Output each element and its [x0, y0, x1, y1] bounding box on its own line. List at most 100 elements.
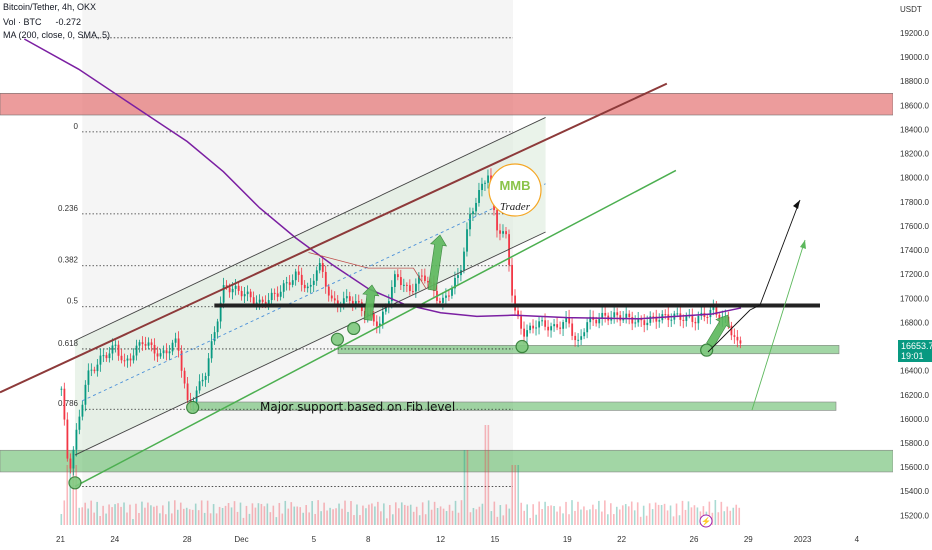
volume-bar	[514, 465, 517, 525]
volume-bar	[660, 505, 663, 525]
volume-bar	[708, 501, 711, 525]
zone-red	[0, 92, 893, 116]
candle-body	[75, 429, 78, 450]
volume-bar	[248, 513, 251, 525]
zone-green	[0, 449, 893, 473]
volume-bar	[726, 506, 729, 525]
volume-bar	[610, 503, 612, 525]
volume-bar	[639, 516, 642, 525]
candle-body	[571, 323, 574, 336]
volume-bar	[669, 505, 672, 525]
candle-body	[345, 296, 348, 299]
candle-body	[150, 342, 153, 345]
fib-label: 0.382	[58, 256, 79, 265]
candle-body	[583, 332, 586, 337]
legend-symbol: Bitcoin/Tether, 4h, OKX	[3, 2, 96, 12]
volume-bar	[311, 501, 313, 525]
volume-bar	[117, 503, 119, 525]
candle-body	[589, 316, 592, 323]
volume-bar	[454, 500, 457, 525]
volume-bar	[436, 507, 439, 525]
volume-bar	[218, 506, 221, 525]
volume-bar	[105, 513, 107, 525]
x-tick-label: 2023	[794, 535, 812, 544]
y-axis-unit: USDT	[900, 5, 922, 14]
volume-bar	[457, 512, 460, 525]
volume-bar	[353, 515, 355, 525]
candle-body	[378, 323, 381, 327]
volume-bar	[571, 500, 573, 525]
volume-bar	[538, 501, 540, 525]
volume-bar	[433, 501, 436, 525]
candle-body	[412, 291, 414, 293]
volume-bar	[275, 517, 278, 525]
y-tick-label: 18800.0	[900, 77, 929, 86]
volume-bar	[108, 504, 110, 525]
x-tick-label: 26	[690, 535, 699, 544]
volume-bar	[478, 506, 481, 525]
volume-bar	[562, 513, 564, 525]
candle-body	[520, 316, 523, 329]
candle-body	[288, 282, 291, 285]
volume-bar	[102, 505, 104, 525]
candle-body	[586, 322, 589, 333]
candle-body	[526, 330, 529, 337]
candle-body	[472, 211, 474, 215]
candle-body	[448, 295, 450, 297]
candle-body	[481, 183, 483, 191]
volume-bar	[185, 507, 188, 525]
volume-bar	[493, 501, 496, 525]
volume-bar	[93, 512, 95, 525]
volume-bar	[129, 504, 131, 525]
volume-bar	[684, 509, 687, 525]
volume-bar	[242, 517, 245, 525]
volume-bar	[517, 465, 520, 525]
candle-body	[258, 299, 261, 303]
candle-body	[487, 175, 489, 183]
symbol-label: Bitcoin/Tether, 4h, OKX	[3, 2, 97, 12]
volume-bar	[469, 512, 472, 525]
volume-bar	[126, 512, 128, 525]
candle-body	[276, 293, 279, 297]
candle-body	[234, 285, 237, 289]
candle-body	[324, 271, 327, 287]
volume-bar	[595, 509, 597, 525]
volume-bar	[427, 500, 430, 525]
candle-body	[454, 277, 456, 289]
candle-body	[357, 301, 360, 303]
volume-bar	[323, 502, 325, 525]
volume-bar	[732, 507, 735, 525]
candle-body	[544, 320, 547, 327]
volume-bar	[409, 504, 412, 525]
volume-bar	[406, 505, 409, 525]
volume-bar	[356, 504, 358, 525]
volume-bar	[654, 502, 657, 525]
volume-bar	[535, 514, 537, 525]
volume-bar	[224, 505, 227, 525]
volume-bar	[624, 504, 627, 525]
volume-bar	[484, 425, 487, 525]
candle-body	[541, 320, 544, 322]
candle-body	[511, 264, 513, 296]
candle-body	[138, 342, 141, 346]
volume-bar	[556, 511, 558, 525]
candle-body	[406, 284, 408, 286]
candle-body	[261, 299, 264, 302]
volume-bar	[397, 508, 400, 525]
candle-body	[523, 328, 526, 337]
candle-body	[682, 319, 685, 321]
candle-body	[502, 231, 504, 234]
candle-body	[198, 381, 201, 391]
event-icon	[699, 514, 713, 528]
touch-point	[68, 476, 82, 490]
projection-black-head	[793, 200, 800, 209]
volume-bar	[194, 503, 197, 525]
candle-body	[120, 355, 123, 361]
volume-bar	[598, 500, 600, 525]
volume-bar	[418, 515, 421, 525]
volume-bar	[144, 507, 146, 525]
volume-bar	[263, 506, 266, 525]
candle-body	[550, 326, 553, 331]
candle-body	[186, 383, 189, 400]
